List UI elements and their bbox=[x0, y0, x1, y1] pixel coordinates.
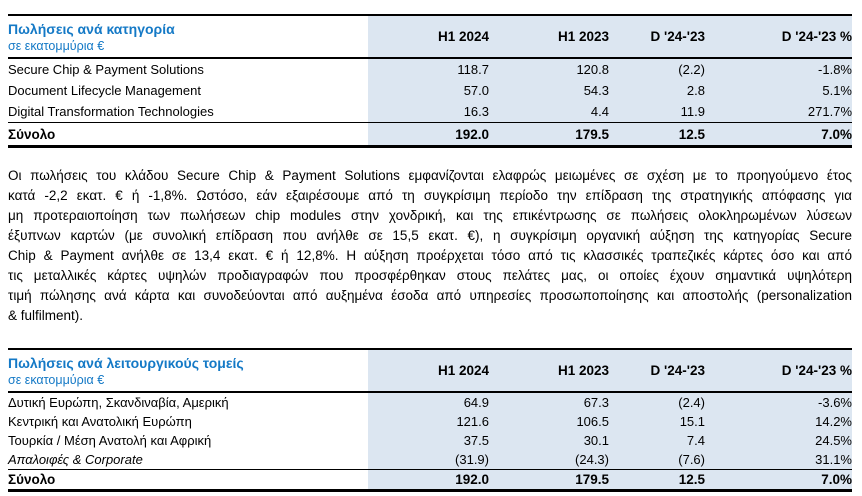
column-header-h1-2023: H1 2023 bbox=[489, 15, 609, 59]
table-title-cell: Πωλήσεις ανά λειτουργικούς τομείς σε εκα… bbox=[8, 349, 368, 393]
cell-value: 14.2% bbox=[705, 412, 852, 431]
row-label: Digital Transformation Technologies bbox=[8, 104, 214, 119]
cell-value: 15.1 bbox=[609, 412, 705, 431]
cell-value: 120.8 bbox=[489, 58, 609, 80]
cell-value: 4.4 bbox=[489, 101, 609, 123]
cell-value: (31.9) bbox=[368, 450, 489, 470]
cell-value: -1.8% bbox=[705, 58, 852, 80]
cell-value: 64.9 bbox=[368, 392, 489, 412]
column-header-delta-pct: D '24-'23 % bbox=[705, 15, 852, 59]
row-label: Κεντρική και Ανατολική Ευρώπη bbox=[8, 414, 192, 429]
row-label: Δυτική Ευρώπη, Σκανδιναβία, Αμερική bbox=[8, 395, 229, 410]
table-title: Πωλήσεις ανά κατηγορία bbox=[8, 20, 175, 37]
cell-value: -3.6% bbox=[705, 392, 852, 412]
paragraph-line: Οι πωλήσεις του κλάδου Secure Chip & Pay… bbox=[8, 168, 852, 183]
column-header-h1-2024: H1 2024 bbox=[368, 15, 489, 59]
paragraph-line: τιμή πώλησης ανά κάρτα και συνοδεύονται … bbox=[8, 288, 852, 303]
row-label: Απαλοιφές & Corporate bbox=[8, 452, 143, 467]
cell-value: 7.4 bbox=[609, 431, 705, 450]
cell-value: 30.1 bbox=[489, 431, 609, 450]
column-header-delta: D '24-'23 bbox=[609, 15, 705, 59]
row-label: Document Lifecycle Management bbox=[8, 83, 201, 98]
total-value: 7.0% bbox=[705, 469, 852, 491]
cell-value: 31.1% bbox=[705, 450, 852, 470]
column-header-h1-2024: H1 2024 bbox=[368, 349, 489, 393]
table-row: Τουρκία / Μέση Ανατολή και Αφρική 37.5 3… bbox=[8, 431, 852, 450]
table-subtitle: σε εκατομμύρια € bbox=[8, 38, 105, 53]
column-header-delta-pct: D '24-'23 % bbox=[705, 349, 852, 393]
paragraph-line: τις μεταλλικές κάρτες υψηλών προδιαγραφώ… bbox=[8, 268, 852, 283]
sales-by-segment-table: Πωλήσεις ανά λειτουργικούς τομείς σε εκα… bbox=[8, 348, 852, 492]
cell-value: 24.5% bbox=[705, 431, 852, 450]
total-value: 192.0 bbox=[368, 122, 489, 147]
cell-value: 5.1% bbox=[705, 80, 852, 101]
paragraph-line: μη προτεραιοποίηση των πωλήσεων chip mod… bbox=[8, 208, 852, 223]
total-value: 179.5 bbox=[489, 469, 609, 491]
cell-value: 37.5 bbox=[368, 431, 489, 450]
total-value: 12.5 bbox=[609, 122, 705, 147]
total-value: 7.0% bbox=[705, 122, 852, 147]
total-value: 179.5 bbox=[489, 122, 609, 147]
cell-value: 118.7 bbox=[368, 58, 489, 80]
cell-value: 16.3 bbox=[368, 101, 489, 123]
paragraph-line: & fulfilment). bbox=[8, 308, 84, 323]
total-value: 12.5 bbox=[609, 469, 705, 491]
cell-value: 54.3 bbox=[489, 80, 609, 101]
cell-value: (24.3) bbox=[489, 450, 609, 470]
table-subtitle: σε εκατομμύρια € bbox=[8, 372, 105, 387]
cell-value: 121.6 bbox=[368, 412, 489, 431]
paragraph-line: Chip & Payment ανήλθε σε 13,4 εκατ. € ή … bbox=[8, 248, 852, 263]
column-header-h1-2023: H1 2023 bbox=[489, 349, 609, 393]
cell-value: 2.8 bbox=[609, 80, 705, 101]
table-row: Δυτική Ευρώπη, Σκανδιναβία, Αμερική 64.9… bbox=[8, 392, 852, 412]
table-header-row: Πωλήσεις ανά κατηγορία σε εκατομμύρια € … bbox=[8, 15, 852, 59]
table-title: Πωλήσεις ανά λειτουργικούς τομείς bbox=[8, 354, 244, 371]
paragraph-line: κατά -2,2 εκατ. € ή -1,8%. Ωστόσο, εάν ε… bbox=[8, 188, 852, 203]
row-label: Τουρκία / Μέση Ανατολή και Αφρική bbox=[8, 433, 212, 448]
cell-value: (2.4) bbox=[609, 392, 705, 412]
cell-value: 271.7% bbox=[705, 101, 852, 123]
total-row: Σύνολο 192.0 179.5 12.5 7.0% bbox=[8, 469, 852, 491]
cell-value: 57.0 bbox=[368, 80, 489, 101]
cell-value: 67.3 bbox=[489, 392, 609, 412]
cell-value: (7.6) bbox=[609, 450, 705, 470]
total-label: Σύνολο bbox=[8, 469, 368, 491]
commentary-paragraph: Οι πωλήσεις του κλάδου Secure Chip & Pay… bbox=[8, 166, 852, 326]
total-row: Σύνολο 192.0 179.5 12.5 7.0% bbox=[8, 122, 852, 147]
table-row: Secure Chip & Payment Solutions 118.7 12… bbox=[8, 58, 852, 80]
table-row: Document Lifecycle Management 57.0 54.3 … bbox=[8, 80, 852, 101]
cell-value: (2.2) bbox=[609, 58, 705, 80]
total-value: 192.0 bbox=[368, 469, 489, 491]
cell-value: 106.5 bbox=[489, 412, 609, 431]
column-header-delta: D '24-'23 bbox=[609, 349, 705, 393]
table-header-row: Πωλήσεις ανά λειτουργικούς τομείς σε εκα… bbox=[8, 349, 852, 393]
table-row: Digital Transformation Technologies 16.3… bbox=[8, 101, 852, 123]
table-row-eliminations: Απαλοιφές & Corporate (31.9) (24.3) (7.6… bbox=[8, 450, 852, 470]
sales-by-category-table: Πωλήσεις ανά κατηγορία σε εκατομμύρια € … bbox=[8, 14, 852, 148]
table-title-cell: Πωλήσεις ανά κατηγορία σε εκατομμύρια € bbox=[8, 15, 368, 59]
row-label: Secure Chip & Payment Solutions bbox=[8, 62, 204, 77]
table-row: Κεντρική και Ανατολική Ευρώπη 121.6 106.… bbox=[8, 412, 852, 431]
cell-value: 11.9 bbox=[609, 101, 705, 123]
total-label: Σύνολο bbox=[8, 122, 368, 147]
paragraph-line: έξυπνων καρτών (με συνολική επίδραση που… bbox=[8, 228, 852, 243]
